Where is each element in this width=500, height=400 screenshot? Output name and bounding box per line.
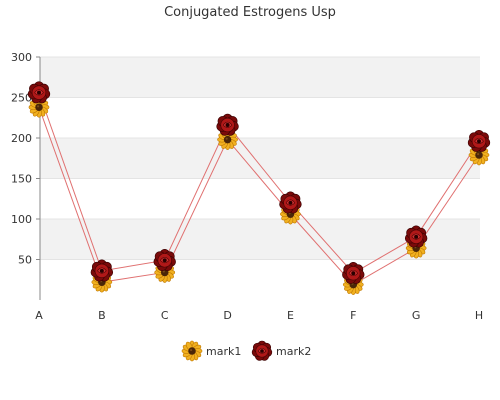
marker-mark2-G: [405, 225, 428, 248]
legend-item-mark1: mark1: [181, 340, 241, 362]
series-markers: [27, 81, 491, 295]
x-tick-label: G: [412, 309, 421, 322]
x-axis-tick-labels: A B C D E F G H: [35, 309, 483, 322]
marker-mark2-H: [467, 129, 491, 152]
marker-mark2-A: [27, 81, 51, 104]
y-tick-label: 300: [11, 51, 32, 64]
x-tick-label: H: [475, 309, 483, 322]
grid-band: [40, 57, 480, 98]
grid-band: [40, 138, 480, 179]
marker-mark2-F: [342, 261, 365, 284]
series-lines: [38, 92, 480, 286]
x-tick-label: E: [287, 309, 294, 322]
x-tick-label: D: [223, 309, 231, 322]
y-tick-label: 250: [11, 92, 32, 105]
chart-title: Conjugated Estrogens Usp: [164, 5, 336, 20]
legend-sunflower-icon: [181, 340, 203, 362]
marker-mark2-B: [90, 259, 113, 282]
series-line-mark1: [38, 107, 480, 286]
legend-label-mark1: mark1: [206, 345, 241, 358]
y-axis-tick-labels: 50 100 150 200 250 300: [11, 51, 32, 267]
x-tick-label: B: [98, 309, 106, 322]
plot-background-bands: [40, 56, 480, 260]
series-line-mark2: [38, 92, 480, 274]
marker-mark2-E: [279, 191, 302, 214]
legend-rose-icon: [251, 340, 273, 361]
legend-label-mark2: mark2: [276, 345, 311, 358]
marker-mark2-C: [153, 249, 176, 271]
x-tick-label: A: [35, 309, 43, 322]
y-tick-label: 200: [11, 132, 32, 145]
marker-mark2-D: [216, 113, 239, 136]
legend: mark1 mark2: [181, 340, 311, 362]
legend-item-mark2: mark2: [251, 340, 311, 361]
x-tick-label: F: [350, 309, 356, 322]
y-tick-label: 50: [18, 254, 32, 267]
y-tick-label: 150: [11, 173, 32, 186]
x-tick-label: C: [161, 309, 169, 322]
y-tick-label: 100: [11, 213, 32, 226]
